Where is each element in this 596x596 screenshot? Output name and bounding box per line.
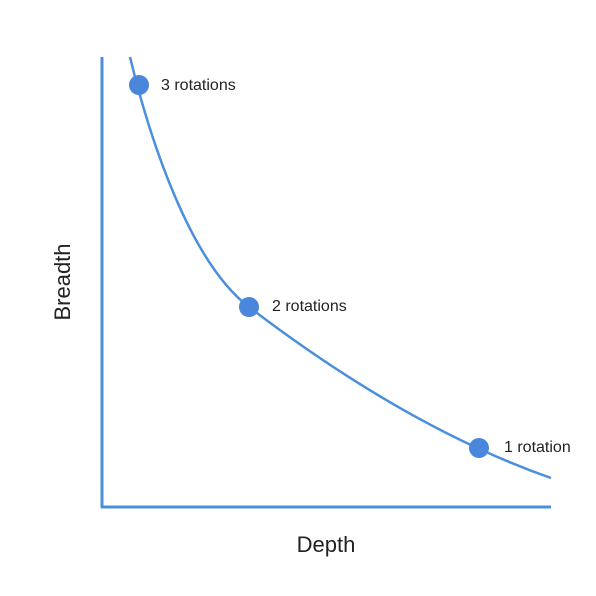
point-label: 3 rotations: [161, 77, 236, 94]
point: [469, 438, 489, 458]
point: [129, 75, 149, 95]
point-label: 1 rotation: [504, 439, 571, 456]
y-axis-title: Breadth: [50, 243, 75, 320]
point: [239, 297, 259, 317]
x-axis-title: Depth: [297, 532, 356, 557]
point-label: 2 rotations: [272, 298, 347, 315]
